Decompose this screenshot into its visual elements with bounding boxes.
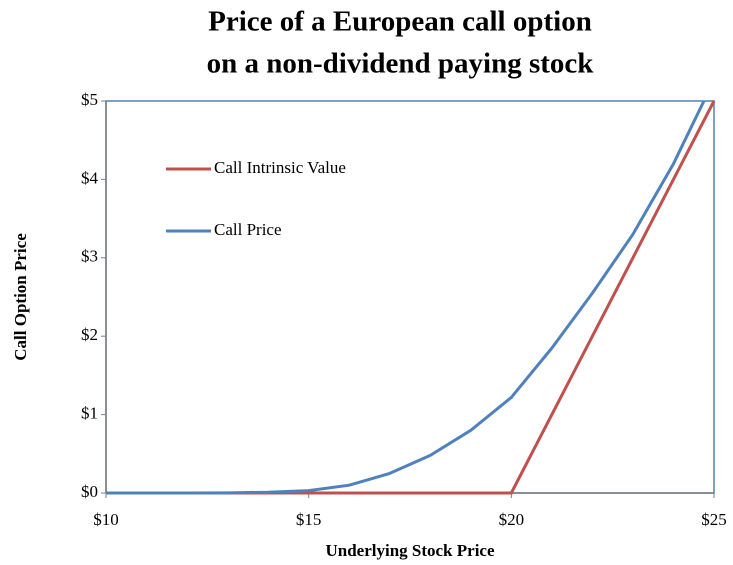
x-axis-title: Underlying Stock Price <box>325 541 494 560</box>
x-tick-label: $15 <box>296 510 322 529</box>
series-line <box>106 100 706 495</box>
y-tick-label: $1 <box>81 404 98 423</box>
y-axis-title: Call Option Price <box>11 233 30 361</box>
y-tick-label: $3 <box>81 247 98 266</box>
y-tick-label: $5 <box>81 90 98 109</box>
x-tick-label: $25 <box>701 510 727 529</box>
series-line <box>106 100 716 495</box>
y-tick-label: $2 <box>81 325 98 344</box>
x-tick-label: $20 <box>499 510 525 529</box>
chart-title: Price of a European call option <box>208 6 592 38</box>
y-tick-label: $0 <box>81 482 98 501</box>
y-tick-label: $4 <box>81 168 99 187</box>
legend-label: Call Price <box>214 220 282 239</box>
legend-label: Call Intrinsic Value <box>214 158 346 177</box>
plot-area <box>105 100 715 494</box>
x-tick-label: $10 <box>93 510 119 529</box>
chart-title: on a non-dividend paying stock <box>207 48 595 80</box>
